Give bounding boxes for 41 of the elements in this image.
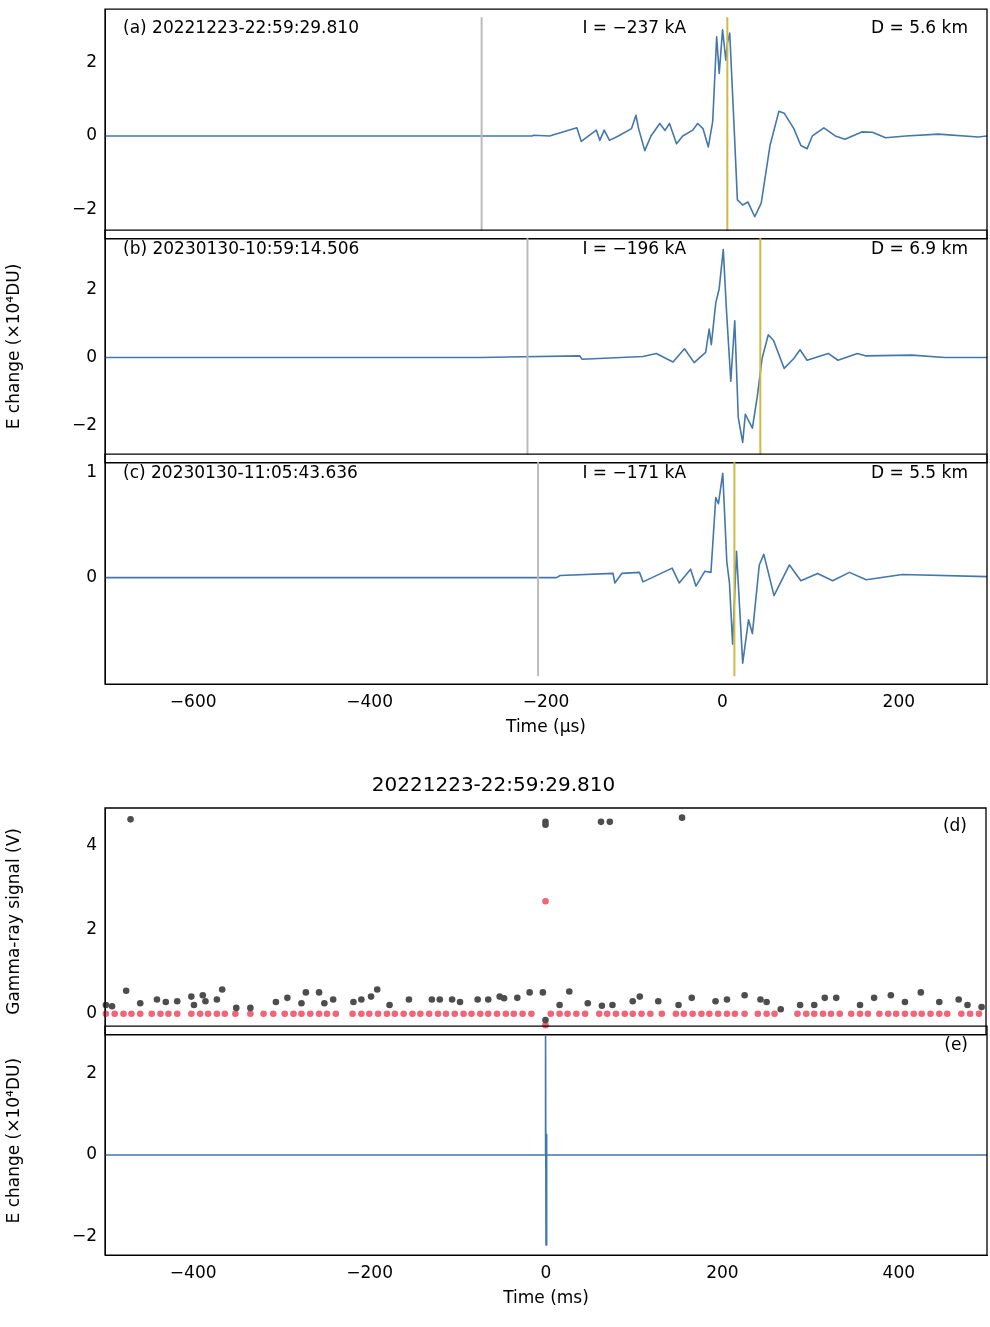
annotation: I = −171 kA	[582, 461, 687, 482]
x-tick-label: −400	[346, 690, 393, 711]
y-tick-label: 0	[86, 566, 97, 587]
annotation: D = 5.6 km	[871, 16, 968, 37]
x-tick-label: 0	[716, 690, 728, 711]
y-tick-label: 0	[86, 1143, 97, 1164]
y-tick-label: 4	[86, 834, 97, 855]
y-axis-title: E change (×10⁴DU)	[2, 263, 23, 430]
x-tick-label: −200	[346, 1261, 393, 1282]
y-tick-label: 2	[86, 50, 97, 71]
x-tick-label: −600	[169, 690, 217, 711]
x-tick-label: −200	[522, 690, 570, 711]
annotation: D = 6.9 km	[871, 237, 968, 258]
x-axis-title: Time (ms)	[502, 1287, 589, 1308]
annotation: (d)	[942, 815, 967, 836]
x-tick-label: 400	[882, 1261, 916, 1282]
y-tick-label: 0	[86, 1002, 97, 1023]
y-tick-label: 2	[86, 1061, 97, 1082]
y-tick-label: 2	[86, 278, 97, 299]
y-axis-title: E change (×10⁴DU)	[2, 1057, 23, 1224]
y-tick-label: −2	[71, 197, 97, 218]
annotation: (b) 20230130-10:59:14.506	[123, 237, 360, 258]
y-tick-label: −2	[71, 1225, 97, 1246]
x-tick-label: −400	[169, 1261, 217, 1282]
y-tick-label: −2	[71, 413, 97, 434]
y-tick-label: 0	[86, 345, 97, 366]
x-tick-label: 0	[540, 1261, 552, 1282]
chart-title: 20221223-22:59:29.810	[371, 772, 616, 797]
annotation: I = −196 kA	[582, 237, 687, 258]
y-tick-label: 1	[86, 460, 97, 481]
x-axis-title: Time (μs)	[505, 716, 586, 737]
x-tick-label: 200	[706, 1261, 739, 1282]
annotation: (c) 20230130-11:05:43.636	[123, 461, 358, 482]
annotation: (e)	[944, 1033, 968, 1054]
y-tick-label: 0	[86, 124, 97, 145]
annotation: (a) 20221223-22:59:29.810	[123, 16, 359, 37]
x-tick-label: 200	[882, 690, 916, 711]
y-tick-label: 2	[86, 918, 97, 939]
annotation: I = −237 kA	[582, 16, 687, 37]
annotation: D = 5.5 km	[871, 461, 968, 482]
y-axis-title: Gamma-ray signal (V)	[2, 828, 23, 1015]
